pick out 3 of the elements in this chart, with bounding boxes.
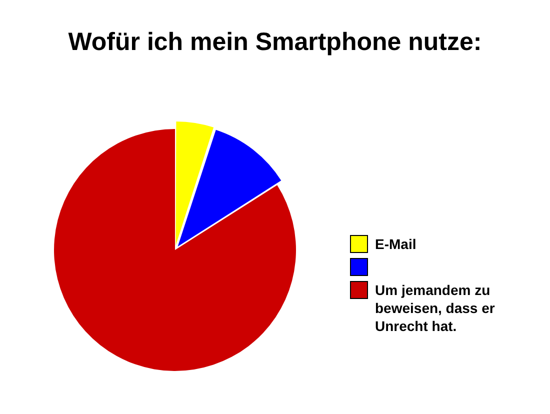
chart-title: Wofür ich mein Smartphone nutze: (67, 28, 483, 57)
legend-label: E-Mail (375, 235, 418, 253)
legend-label: Um jemandem zu beweisen, dass er Unrecht hat. (375, 281, 496, 335)
